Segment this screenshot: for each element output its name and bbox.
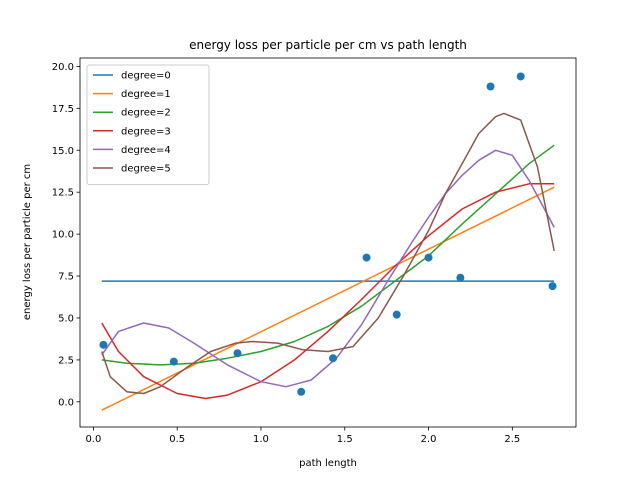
legend-label-degree-5: degree=5	[121, 164, 171, 175]
y-tick-label: 0.0	[58, 397, 74, 408]
data-point	[329, 354, 338, 363]
data-point	[297, 387, 306, 396]
y-tick-label: 12.5	[52, 188, 74, 199]
legend-label-degree-2: degree=2	[121, 108, 171, 119]
x-tick-label: 2.5	[504, 434, 520, 445]
y-tick-label: 10.0	[52, 230, 74, 241]
data-point	[456, 273, 465, 282]
data-point	[548, 282, 557, 291]
data-point	[169, 357, 178, 366]
series-line-degree-3	[101, 183, 555, 400]
y-tick-label: 15.0	[52, 146, 74, 157]
data-points	[99, 72, 557, 396]
y-tick-label: 17.5	[52, 104, 74, 115]
legend-label-degree-4: degree=4	[121, 145, 171, 156]
y-axis: 0.0 2.5 5.0 7.5 10.0 12.5 15.0 17.5 20.0	[52, 62, 80, 408]
legend-label-degree-3: degree=3	[121, 126, 171, 137]
plot-area	[79, 57, 577, 428]
data-point	[99, 340, 108, 349]
y-tick-label: 5.0	[58, 313, 74, 324]
x-tick-label: 2.0	[421, 434, 437, 445]
legend-label-degree-1: degree=1	[121, 89, 171, 100]
series-line-degree-4	[101, 149, 555, 388]
x-tick-label: 1.0	[253, 434, 269, 445]
y-axis-label: energy loss per particle per cm	[22, 164, 33, 320]
data-point	[392, 310, 401, 319]
data-point	[362, 253, 371, 262]
chart-title: energy loss per particle per cm vs path …	[189, 38, 467, 52]
legend: degree=0 degree=1 degree=2 degree=3 degree=4…	[86, 64, 210, 186]
legend-label-degree-0: degree=0	[121, 71, 171, 82]
series-line-degree-1	[101, 186, 555, 411]
y-tick-label: 7.5	[58, 272, 74, 283]
y-tick-label: 20.0	[52, 62, 74, 73]
data-point	[233, 349, 242, 358]
data-point	[486, 82, 495, 91]
data-point	[424, 253, 433, 262]
x-tick-label: 0.5	[169, 434, 185, 445]
plot-frame	[79, 57, 577, 428]
x-tick-label: 0.0	[85, 434, 101, 445]
data-point	[516, 72, 525, 81]
y-tick-label: 2.5	[58, 355, 74, 366]
series-line-degree-5	[101, 112, 555, 395]
x-axis: 0.0 0.5 1.0 1.5 2.0 2.5	[85, 427, 520, 445]
legend-box	[86, 64, 210, 186]
x-axis-label: path length	[299, 458, 357, 469]
x-tick-label: 1.5	[337, 434, 353, 445]
